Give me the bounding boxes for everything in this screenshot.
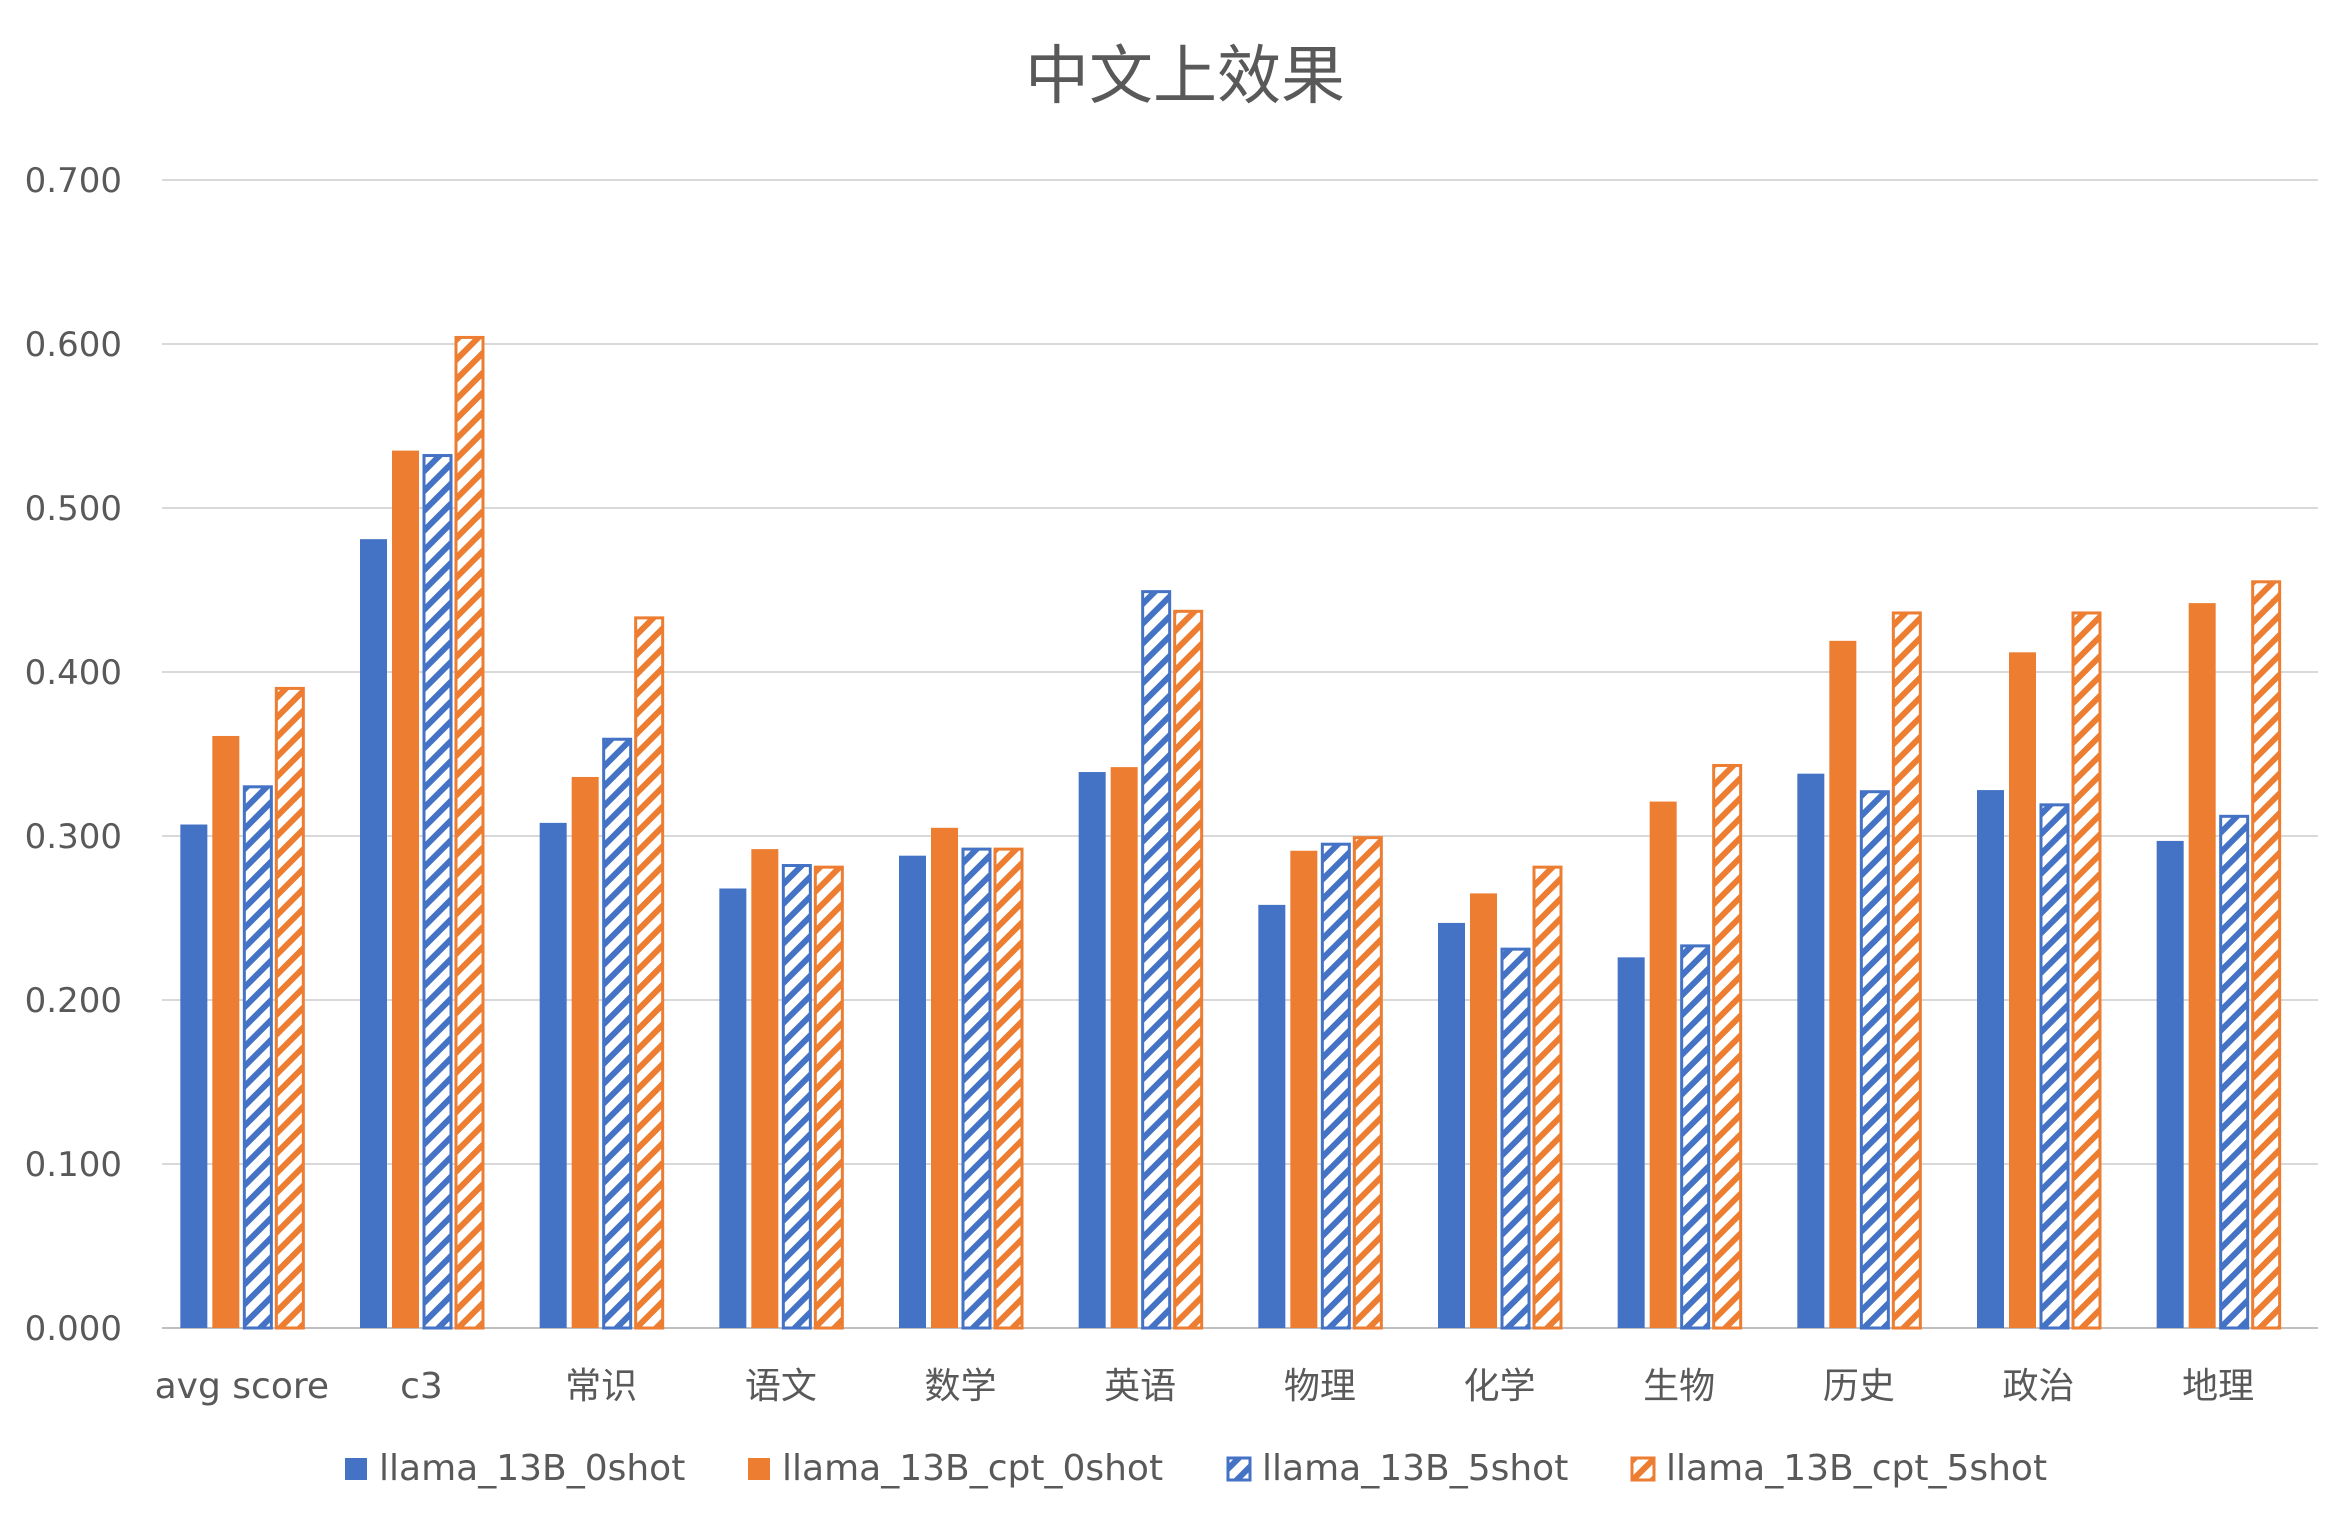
bar-llama_13B_cpt_5shot-英语 [1173,609,1204,1330]
bar-llama_13B_0shot-物理 [1258,904,1286,1328]
bar-llama_13B_0shot-政治 [1977,790,2004,1328]
x-category-label: 常识 [565,1366,637,1407]
y-tick-label: 0.700 [25,161,122,201]
bar-llama_13B_cpt_5shot-物理 [1352,836,1383,1330]
bar-llama_13B_cpt_0shot-历史 [1829,640,1857,1328]
y-tick-label: 0.200 [25,981,122,1021]
bar-llama_13B_0shot-生物 [1617,957,1645,1328]
bar-llama_13B_5shot-地理 [2219,814,2250,1330]
bar-llama_13B_cpt_5shot-地理 [2251,580,2282,1330]
bar-llama_13B_5shot-语文 [781,864,812,1330]
bar-llama_13B_5shot-生物 [1680,944,1711,1330]
legend-swatch [748,1458,770,1480]
legend-label: llama_13B_0shot [379,1448,685,1489]
bar-llama_13B_cpt_5shot-历史 [1891,611,1922,1330]
bar-llama_13B_cpt_5shot-语文 [813,865,844,1330]
x-category-label: 生物 [1643,1366,1715,1407]
bar-llama_13B_cpt_0shot-c3 [392,450,419,1329]
legend-swatch [1630,1456,1656,1482]
bar-llama_13B_cpt_0shot-avg score [212,735,240,1328]
bar-llama_13B_cpt_0shot-数学 [931,827,958,1328]
bar-llama_13B_5shot-常识 [602,737,633,1330]
x-category-label: 英语 [1104,1366,1176,1407]
bar-llama_13B_cpt_0shot-物理 [1290,850,1318,1328]
bar-llama_13B_0shot-常识 [539,822,567,1328]
y-tick-label: 0.500 [25,489,122,529]
bar-llama_13B_cpt_0shot-英语 [1110,767,1138,1328]
legend-label: llama_13B_5shot [1262,1448,1568,1489]
bar-llama_13B_0shot-化学 [1438,922,1465,1328]
bar-llama_13B_5shot-化学 [1500,947,1531,1330]
gridlines [162,179,2318,1329]
x-category-label: 化学 [1463,1366,1535,1407]
bar-llama_13B_0shot-语文 [719,888,747,1328]
x-category-label: avg score [155,1366,329,1407]
x-category-label: 政治 [2002,1366,2074,1407]
x-category-label: 语文 [745,1366,817,1407]
x-category-label: 数学 [924,1366,996,1407]
bar-llama_13B_cpt_0shot-生物 [1649,801,1677,1328]
bar-llama_13B_cpt_0shot-政治 [2009,652,2036,1328]
bar-llama_13B_0shot-avg score [180,824,208,1328]
bar-llama_13B_5shot-avg score [242,785,273,1330]
bar-llama_13B_0shot-数学 [899,855,926,1328]
y-tick-label: 0.300 [25,817,122,857]
legend-item-llama_13B_0shot[interactable]: llama_13B_0shot [345,1448,685,1489]
y-tick-label: 0.600 [25,325,122,365]
x-category-label: 历史 [1823,1366,1895,1407]
bar-llama_13B_0shot-英语 [1078,772,1106,1328]
legend-item-llama_13B_5shot[interactable]: llama_13B_5shot [1226,1448,1568,1489]
bar-llama_13B_cpt_0shot-常识 [571,776,599,1328]
legend-label: llama_13B_cpt_5shot [1666,1448,2047,1489]
legend-label: llama_13B_cpt_0shot [782,1448,1163,1489]
x-axis-category-labels: avg score c3 常识 语文 数学 英语 物理 化学 生物 历史 政治 地理 [155,1366,2255,1407]
y-axis-tick-labels: 0.000 0.100 0.200 0.300 0.400 0.500 0.600 0.700 [25,161,122,1349]
bar-llama_13B_5shot-数学 [961,847,992,1330]
chart-title: 中文上效果 [1025,40,1345,114]
x-category-label: c3 [400,1366,443,1407]
bar-llama_13B_cpt_5shot-常识 [634,616,665,1330]
x-category-label: 物理 [1284,1366,1356,1407]
y-tick-label: 0.100 [25,1145,122,1185]
legend-item-llama_13B_cpt_5shot[interactable]: llama_13B_cpt_5shot [1630,1448,2047,1489]
bar-llama_13B_cpt_5shot-政治 [2071,611,2102,1330]
bar-llama_13B_cpt_5shot-avg score [274,686,305,1330]
bar-llama_13B_5shot-英语 [1141,590,1172,1330]
legend[interactable]: llama_13B_0shot llama_13B_cpt_0shot llama_… [345,1448,2047,1489]
bar-llama_13B_cpt_0shot-语文 [751,849,779,1328]
bar-llama_13B_5shot-历史 [1859,790,1890,1330]
bar-llama_13B_cpt_5shot-生物 [1712,763,1743,1330]
bar-llama_13B_cpt_5shot-化学 [1532,865,1563,1330]
legend-item-llama_13B_cpt_0shot[interactable]: llama_13B_cpt_0shot [748,1448,1163,1489]
x-category-label: 地理 [2182,1366,2254,1407]
bar-llama_13B_5shot-c3 [422,454,453,1330]
bar-llama_13B_cpt_5shot-c3 [454,335,485,1330]
y-tick-label: 0.400 [25,653,122,693]
bar-llama_13B_cpt_0shot-地理 [2188,603,2216,1328]
bar-llama_13B_cpt_5shot-数学 [993,847,1024,1330]
legend-swatch [345,1458,367,1480]
bar-llama_13B_cpt_0shot-化学 [1470,893,1497,1328]
bar-llama_13B_0shot-地理 [2156,840,2184,1328]
legend-swatch [1226,1456,1252,1482]
bar-llama_13B_5shot-政治 [2039,803,2070,1330]
y-tick-label: 0.000 [25,1309,122,1349]
bar-llama_13B_0shot-c3 [360,539,387,1328]
bars [180,335,2282,1330]
bar-llama_13B_5shot-物理 [1320,842,1351,1330]
bar-llama_13B_0shot-历史 [1797,773,1825,1328]
